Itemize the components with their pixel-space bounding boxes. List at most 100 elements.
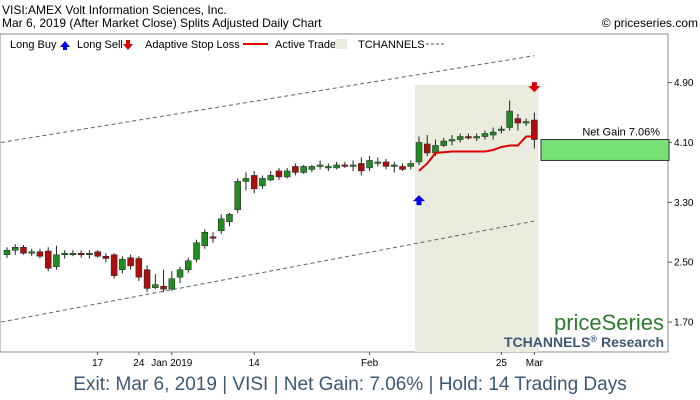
- candle-body: [110, 254, 118, 276]
- plot-frame: [0, 33, 669, 353]
- legend-tchannels-label: TCHANNELS: [358, 39, 425, 51]
- candle-body: [36, 251, 44, 257]
- candle-body: [308, 166, 316, 170]
- x-tick-label: 25: [496, 358, 508, 369]
- brand-research-prefix: TCHANNELS: [504, 334, 590, 350]
- candle-body: [489, 131, 497, 136]
- candle-body: [250, 175, 258, 190]
- candle-body: [102, 255, 110, 259]
- candle-body: [242, 178, 250, 182]
- x-tick-label: Feb: [361, 358, 379, 369]
- candle-body: [176, 269, 184, 278]
- net-gain-box: [540, 139, 670, 161]
- sell-arrow-icon: [123, 44, 133, 50]
- candle-body: [531, 119, 538, 140]
- y-tick-label: 3.30: [674, 198, 694, 209]
- candle-body: [20, 246, 27, 254]
- brand-logo-text: priceSeries: [554, 310, 664, 335]
- candle-body: [382, 161, 390, 167]
- buy-arrow-icon: [60, 41, 70, 50]
- candle-body: [69, 252, 77, 255]
- candle-body: [325, 166, 332, 169]
- candle-body: [456, 136, 464, 140]
- brand-reg-mark: ®: [590, 334, 597, 344]
- candles: [3, 100, 538, 293]
- x-tick-label: 14: [249, 358, 261, 369]
- active-trade-zone: [415, 85, 539, 352]
- candle-body: [226, 214, 233, 223]
- candle-body: [44, 250, 52, 269]
- long-sell-marker-icon: [528, 82, 541, 93]
- candle-body: [193, 242, 200, 260]
- legend-active-trade-label: Active Trade: [275, 39, 336, 51]
- legend: Long Buy Long Sell Adaptive Stop Loss Ac…: [10, 39, 446, 51]
- candle-body: [522, 121, 530, 124]
- legend-long-buy-label: Long Buy: [10, 39, 57, 51]
- brand-research-text: TCHANNELS® Research: [504, 334, 664, 350]
- candle-body: [77, 252, 85, 255]
- candle-body: [292, 166, 299, 173]
- y-tick-label: 2.50: [674, 258, 694, 269]
- x-axis: 17 24 Jan 2019 14 Feb 25 Mar: [92, 352, 544, 369]
- y-tick-label: 4.90: [674, 78, 694, 89]
- candle-body: [448, 139, 456, 142]
- candle-body: [358, 163, 365, 172]
- candle-body: [391, 164, 398, 167]
- candle-body: [234, 181, 241, 211]
- trade-summary-footer: Exit: Mar 6, 2019 | VISI | Net Gain: 7.0…: [73, 374, 627, 395]
- candle-body: [283, 170, 291, 178]
- candle-body: [201, 232, 209, 247]
- candle-body: [160, 285, 167, 290]
- candle-body: [94, 251, 101, 257]
- candle-body: [349, 164, 357, 167]
- candle-body: [423, 143, 431, 154]
- candle-body: [185, 260, 192, 270]
- candle-body: [53, 254, 60, 267]
- brand-research-suffix: Research: [601, 334, 664, 350]
- legend-adaptive-stop-label: Adaptive Stop Loss: [145, 39, 240, 51]
- candle-body: [143, 269, 151, 289]
- chart-subtitle: Mar 6, 2019 (After Market Close) Splits …: [2, 16, 322, 30]
- long-buy-marker-icon: [413, 195, 425, 206]
- candle-body: [316, 164, 324, 167]
- candle-body: [333, 164, 340, 169]
- x-tick-label: Mar: [526, 358, 544, 369]
- x-tick-label: 24: [133, 358, 145, 369]
- net-gain-label: Net Gain 7.06%: [582, 127, 660, 139]
- candle-body: [267, 175, 274, 181]
- x-tick-label: Jan 2019: [151, 358, 193, 369]
- candle-body: [366, 160, 373, 169]
- legend-long-sell-label: Long Sell: [77, 39, 123, 51]
- active-trade-swatch-icon: [335, 39, 347, 49]
- candle-body: [514, 118, 522, 124]
- candle-body: [217, 218, 225, 232]
- candle-body: [275, 170, 283, 178]
- candle-body: [28, 251, 35, 254]
- candle-body: [168, 278, 176, 290]
- candle-body: [465, 136, 472, 139]
- sell-arrow-stem-icon: [126, 40, 130, 44]
- candle-body: [11, 246, 19, 251]
- y-axis: 1.70 2.50 3.30 4.10 4.90: [668, 78, 694, 329]
- candle-body: [440, 140, 447, 146]
- adaptive-stop-line: [418, 135, 535, 172]
- candle-body: [415, 142, 423, 163]
- candle-body: [86, 252, 93, 255]
- candle-body: [127, 257, 134, 267]
- candle-body: [407, 163, 415, 167]
- candle-body: [209, 236, 217, 239]
- candle-body: [506, 110, 513, 128]
- candle-body: [473, 136, 480, 139]
- candle-body: [119, 258, 126, 270]
- candle-body: [399, 166, 406, 170]
- y-tick-label: 1.70: [674, 318, 694, 329]
- candle-body: [498, 128, 505, 131]
- candle-body: [3, 249, 11, 255]
- candle-body: [152, 284, 159, 288]
- candle-body: [341, 164, 349, 167]
- copyright-text: © priceseries.com: [602, 16, 698, 30]
- candle-body: [300, 166, 307, 173]
- tchannel-upper-line: [0, 55, 535, 143]
- candle-body: [259, 178, 266, 187]
